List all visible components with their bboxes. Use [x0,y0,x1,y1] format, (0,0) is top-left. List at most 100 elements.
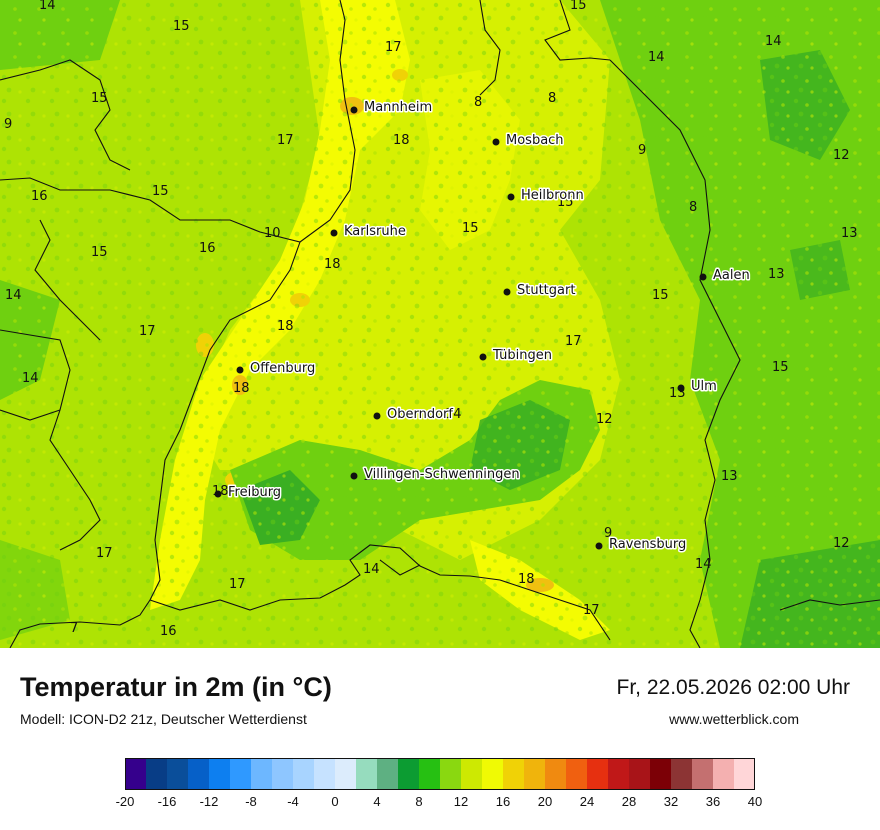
city-label-freiburg: Freiburg [228,485,281,500]
legend-swatch [398,758,420,790]
city-label-offenburg: Offenburg [250,361,315,376]
value-label: 12 [596,412,613,427]
value-label: 17 [583,603,600,618]
legend-swatch [692,758,714,790]
value-label: 15 [772,360,789,375]
value-labels: 14 15 17 15 14 14 15 9 8 17 18 8 9 12 16… [4,0,858,639]
value-label: 7 [70,621,78,636]
city-label-ravensburg: Ravensburg [609,537,686,552]
value-label: 18 [233,381,250,396]
value-label: 17 [277,133,294,148]
value-label: 15 [91,91,108,106]
legend-tick-label: -8 [245,794,257,809]
legend-swatch [713,758,735,790]
legend-swatch [524,758,546,790]
city-dot [214,490,222,498]
city-dot [595,542,603,550]
legend-tick-label: 0 [331,794,339,809]
legend-tick-label: -12 [199,794,219,809]
legend-tick-label: 8 [415,794,423,809]
value-label: 15 [91,245,108,260]
legend-swatch [734,758,755,790]
city-dot [350,106,358,114]
value-label: 15 [570,0,587,13]
legend-swatch [146,758,168,790]
website-label: www.wetterblick.com [669,711,799,727]
value-label: 14 [445,407,462,422]
legend-swatch [440,758,462,790]
value-label: 18 [393,133,410,148]
legend-swatch [629,758,651,790]
legend-swatch [671,758,693,790]
legend-swatch [377,758,399,790]
value-label: 16 [31,189,48,204]
value-label: 10 [264,226,281,241]
city-label-karlsruhe: Karlsruhe [344,224,406,239]
legend-swatch [188,758,210,790]
city-label-stuttgart: Stuttgart [517,283,575,298]
legend-swatch [293,758,315,790]
legend-swatch [545,758,567,790]
city-dot [350,472,358,480]
value-label: 13 [721,469,738,484]
city-label-aalen: Aalen [713,268,750,283]
city-dot [479,353,487,361]
map-title: Temperatur in 2m (in °C) [20,672,332,702]
value-label: 14 [5,288,22,303]
city-dot [507,193,515,201]
legend-swatch [125,758,147,790]
legend-swatch [167,758,189,790]
city-label-tuebingen: Tübingen [492,348,552,363]
legend-swatch [608,758,630,790]
map-texture [0,0,880,648]
value-label: 14 [22,371,39,386]
legend-swatch [230,758,252,790]
legend-swatch [251,758,273,790]
legend-tick-label: -20 [115,794,135,809]
value-label: 14 [363,562,380,577]
value-label: 15 [652,288,669,303]
legend-swatch [650,758,672,790]
legend-tick-label: 36 [705,794,721,809]
value-label: 8 [548,91,556,106]
legend-swatch [314,758,336,790]
value-label: 13 [363,469,380,484]
model-info: Modell: ICON-D2 21z, Deutscher Wetterdie… [20,711,307,727]
value-label: 17 [96,546,113,561]
value-label: 13 [768,267,785,282]
city-dot [503,288,511,296]
value-label: 16 [160,624,177,639]
legend-swatch [482,758,504,790]
color-legend-ticks: -20 -16 -12 -8 -4 0 4 8 12 16 20 24 28 32 36 40 [0,794,880,812]
legend-tick-label: -4 [287,794,299,809]
city-dot [677,384,685,392]
value-label: 14 [695,557,712,572]
value-label: 9 [4,117,12,132]
value-label: 18 [518,572,535,587]
legend-swatch [209,758,231,790]
temperature-map: 14 15 17 15 14 14 15 9 8 17 18 8 9 12 16… [0,0,880,648]
value-label: 8 [689,200,697,215]
value-label: 18 [277,319,294,334]
color-legend-bar [125,758,755,790]
legend-swatch [503,758,525,790]
value-label: 14 [648,50,665,65]
value-label: 15 [462,221,479,236]
value-label: 15 [557,195,574,210]
value-label: 17 [139,324,156,339]
legend-tick-label: 12 [453,794,469,809]
value-label: 15 [152,184,169,199]
legend-swatch [419,758,441,790]
legend-tick-label: 40 [747,794,763,809]
legend-tick-label: 4 [373,794,381,809]
legend-swatch [461,758,483,790]
value-label: 9 [638,143,646,158]
city-label-ulm: Ulm [691,379,717,394]
borders [0,0,880,648]
legend-swatch [272,758,294,790]
legend-swatch [335,758,357,790]
value-label: 13 [841,226,858,241]
value-label: 17 [565,334,582,349]
city-dot [373,412,381,420]
legend-border [125,758,755,790]
